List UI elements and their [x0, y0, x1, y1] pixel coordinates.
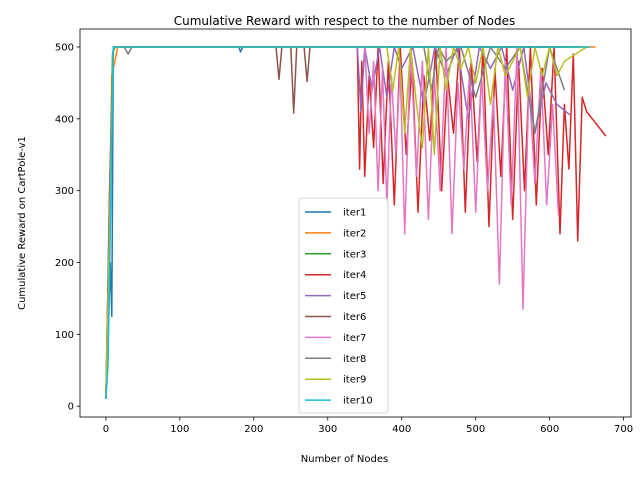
x-tick-label: 700: [614, 424, 633, 435]
legend-label-iter10: iter10: [343, 396, 373, 407]
x-axis: 0 100 200 300 400 500 600 700: [103, 417, 633, 435]
x-tick-label: 600: [540, 424, 559, 435]
y-tick-label: 300: [55, 186, 74, 197]
series-line-iter7: [105, 46, 560, 400]
x-tick-label: 100: [170, 424, 189, 435]
legend-label-iter3: iter3: [343, 249, 366, 260]
x-tick-label: 200: [244, 424, 263, 435]
series-line-iter10: [105, 46, 591, 400]
x-tick-label: 0: [103, 424, 109, 435]
legend-label-iter6: iter6: [343, 312, 366, 323]
y-axis-label: Cumulative Reward on CartPole-v1: [17, 136, 28, 310]
y-tick-label: 200: [55, 258, 74, 269]
plot-frame: [79, 28, 632, 418]
legend: iter1 iter2 iter3 iter4 iter5 iter6 iter7 iter8…: [298, 197, 389, 414]
x-tick-label: 500: [466, 424, 485, 435]
x-tick-label: 400: [392, 424, 411, 435]
y-tick-label: 400: [55, 114, 74, 125]
y-tick-label: 0: [68, 402, 74, 413]
legend-label-iter2: iter2: [343, 228, 366, 239]
legend-label-iter8: iter8: [343, 354, 366, 365]
legend-label-iter9: iter9: [343, 375, 366, 386]
legend-label-iter4: iter4: [343, 270, 366, 281]
legend-box: [298, 197, 389, 414]
y-tick-label: 500: [55, 42, 74, 53]
series-layer: [105, 46, 607, 400]
chart-title: Cumulative Reward with respect to the nu…: [174, 14, 515, 28]
legend-label-iter1: iter1: [343, 208, 366, 219]
x-tick-label: 300: [318, 424, 337, 435]
series-line-iter4: [105, 46, 607, 400]
y-tick-label: 100: [55, 330, 74, 341]
legend-label-iter7: iter7: [343, 333, 366, 344]
x-axis-label: Number of Nodes: [301, 454, 388, 465]
y-axis: 0 100 200 300 400 500: [55, 42, 80, 413]
legend-label-iter5: iter5: [343, 291, 366, 302]
